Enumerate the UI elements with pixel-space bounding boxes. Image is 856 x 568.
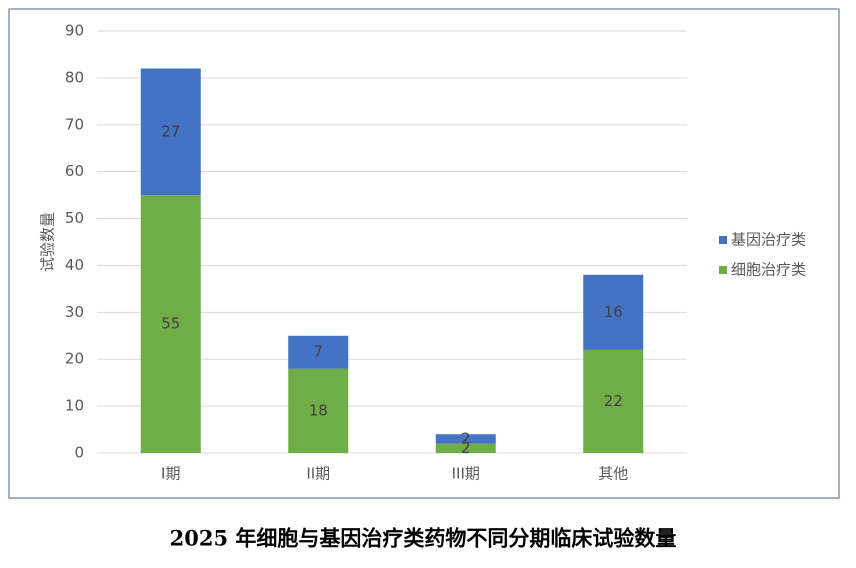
x-tick-label: I期 bbox=[161, 465, 180, 483]
y-tick-label: 40 bbox=[65, 256, 84, 274]
legend-swatch bbox=[719, 236, 727, 244]
data-label: 16 bbox=[604, 303, 623, 321]
bar-segment bbox=[140, 68, 201, 196]
y-tick-label: 10 bbox=[65, 397, 84, 415]
data-label: 55 bbox=[161, 315, 180, 333]
x-tick-label: II期 bbox=[306, 465, 330, 483]
bar-segment bbox=[583, 274, 644, 350]
bar-segment bbox=[435, 443, 496, 453]
bar-segment bbox=[435, 434, 496, 444]
legend-label: 细胞治疗类 bbox=[731, 261, 806, 279]
data-label: 22 bbox=[604, 392, 623, 410]
data-label: 2 bbox=[461, 429, 471, 447]
y-tick-label: 0 bbox=[74, 444, 84, 462]
y-tick-label: 70 bbox=[65, 115, 84, 133]
data-label: 18 bbox=[309, 401, 328, 419]
bar-segment bbox=[140, 195, 201, 453]
y-tick-label: 20 bbox=[65, 350, 84, 368]
data-label: 7 bbox=[313, 343, 323, 361]
y-axis-label: 试验数量 bbox=[39, 212, 57, 272]
y-tick-label: 80 bbox=[65, 68, 84, 86]
legend-swatch bbox=[719, 266, 727, 274]
y-tick-label: 60 bbox=[65, 162, 84, 180]
bar-segment bbox=[583, 349, 644, 453]
legend-label: 基因治疗类 bbox=[731, 231, 806, 249]
y-tick-label: 50 bbox=[65, 209, 84, 227]
x-tick-label: III期 bbox=[452, 465, 480, 483]
y-tick-label: 30 bbox=[65, 303, 84, 321]
data-label: 27 bbox=[161, 122, 180, 140]
bar-segment bbox=[288, 335, 349, 369]
x-tick-label: 其他 bbox=[598, 465, 628, 483]
chart-title: 2025 年细胞与基因治疗类药物不同分期临床试验数量 bbox=[170, 526, 677, 551]
bar-segment bbox=[288, 368, 349, 453]
chart-frame bbox=[8, 8, 840, 499]
data-label: 2 bbox=[461, 439, 471, 457]
y-tick-label: 90 bbox=[65, 22, 84, 40]
